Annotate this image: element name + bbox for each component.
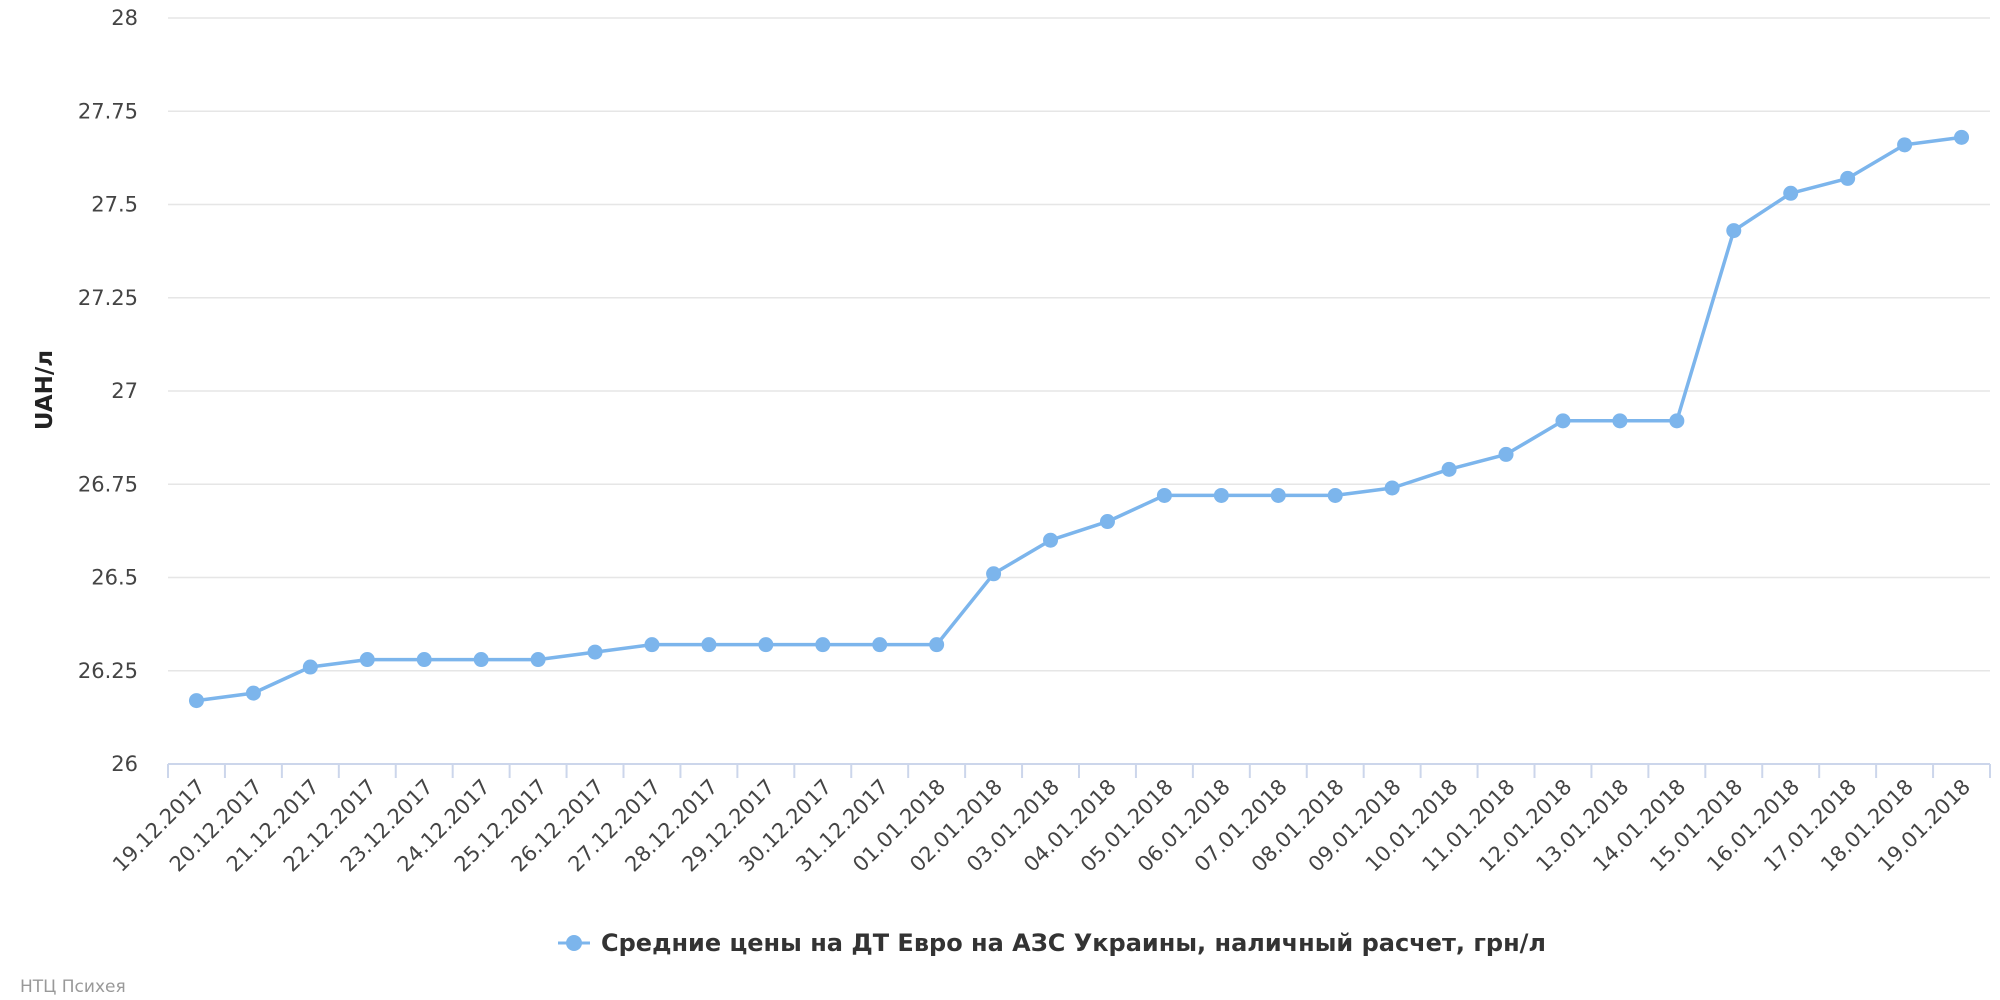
data-point[interactable] xyxy=(1099,514,1115,530)
y-axis: 26 26.25 26.5 26.75 27 27.25 27.5 27.75 28 xyxy=(78,6,138,776)
data-point[interactable] xyxy=(1043,532,1059,548)
y-tick-label: 26.25 xyxy=(78,659,138,683)
data-point[interactable] xyxy=(1669,413,1685,429)
data-point[interactable] xyxy=(929,637,945,653)
data-point[interactable] xyxy=(1498,446,1514,462)
y-tick-label: 27.5 xyxy=(91,193,138,217)
legend[interactable]: Средние цены на ДТ Евро на АЗС Украины, … xyxy=(558,929,1546,957)
grid-lines xyxy=(168,17,1990,672)
data-point[interactable] xyxy=(1555,413,1571,429)
data-point[interactable] xyxy=(473,652,489,668)
legend-marker-icon xyxy=(566,935,582,951)
data-point[interactable] xyxy=(359,652,375,668)
y-tick-label: 28 xyxy=(111,6,138,30)
credit-text[interactable]: НТЦ Психея xyxy=(20,977,126,997)
y-tick-label: 26.75 xyxy=(78,472,138,496)
data-point[interactable] xyxy=(872,637,888,653)
series-layer xyxy=(188,129,1970,709)
data-point[interactable] xyxy=(1726,223,1742,239)
y-tick-label: 27.75 xyxy=(78,99,138,123)
legend-label: Средние цены на ДТ Евро на АЗС Украины, … xyxy=(601,929,1546,957)
data-point[interactable] xyxy=(1384,480,1400,496)
data-point[interactable] xyxy=(530,652,546,668)
data-point[interactable] xyxy=(1840,170,1856,186)
data-point[interactable] xyxy=(416,652,432,668)
data-point[interactable] xyxy=(302,659,318,675)
data-point[interactable] xyxy=(1954,129,1970,145)
data-point[interactable] xyxy=(701,637,717,653)
y-axis-title: UAH/л xyxy=(32,350,58,430)
y-tick-label: 26.5 xyxy=(91,566,138,590)
data-point[interactable] xyxy=(986,566,1002,582)
data-point[interactable] xyxy=(1441,461,1457,477)
data-point[interactable] xyxy=(1270,487,1286,503)
data-point[interactable] xyxy=(758,637,774,653)
series-line xyxy=(196,135,1962,703)
y-tick-label: 27 xyxy=(111,379,138,403)
data-point[interactable] xyxy=(188,693,204,709)
data-point[interactable] xyxy=(815,637,831,653)
data-point[interactable] xyxy=(644,637,660,653)
data-point[interactable] xyxy=(1897,137,1913,153)
data-point[interactable] xyxy=(245,685,261,701)
data-point[interactable] xyxy=(587,644,603,660)
data-point[interactable] xyxy=(1612,413,1628,429)
y-tick-label: 27.25 xyxy=(78,286,138,310)
data-point[interactable] xyxy=(1156,487,1172,503)
data-point[interactable] xyxy=(1213,487,1229,503)
data-point[interactable] xyxy=(1327,487,1343,503)
x-axis: 19.12.201720.12.201721.12.201722.12.2017… xyxy=(108,763,1991,877)
data-point[interactable] xyxy=(1783,185,1799,201)
y-tick-label: 26 xyxy=(111,752,138,776)
